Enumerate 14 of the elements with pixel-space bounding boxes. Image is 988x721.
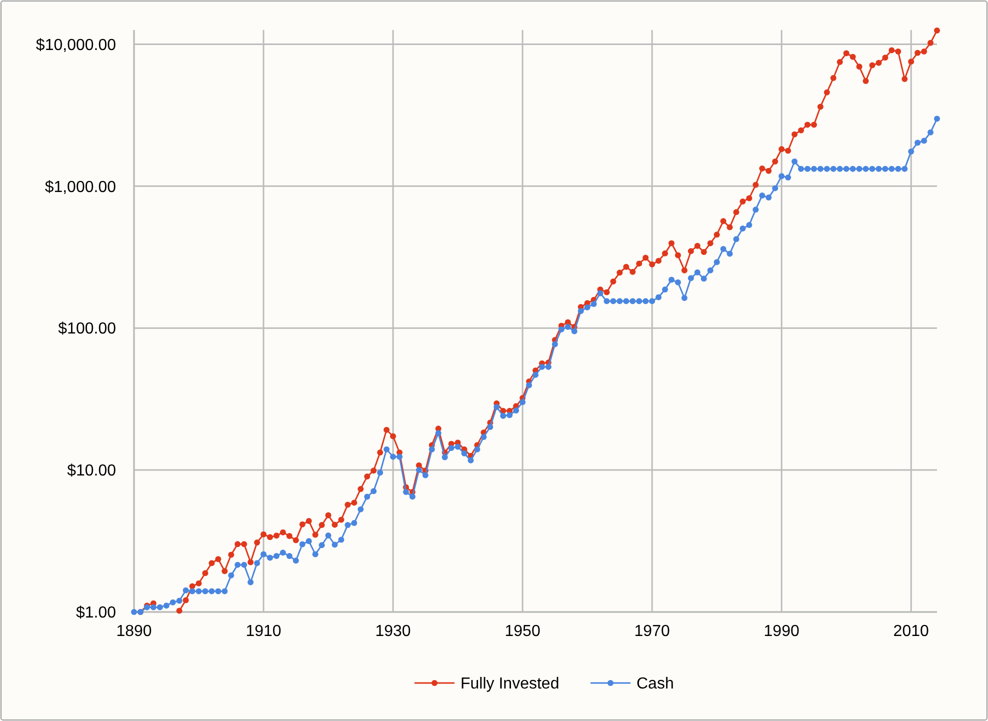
legend-label: Cash [636,676,674,693]
x-tick-label: 1950 [504,623,540,640]
y-tick-label: $1,000.00 [44,178,116,196]
y-tick-label: $1.00 [76,604,116,622]
y-tick-label: $10,000.00 [36,36,116,54]
y-tick-label: $100.00 [58,320,116,338]
x-tick-label: 2010 [893,623,929,640]
legend-label: Fully Invested [460,676,560,693]
x-tick-label: 1890 [116,623,152,640]
x-tick-label: 1970 [634,623,670,640]
x-tick-label: 1930 [375,623,411,640]
x-tick-label: 1990 [764,623,800,640]
x-tick-label: 1910 [246,623,282,640]
y-tick-label: $10.00 [67,462,116,480]
